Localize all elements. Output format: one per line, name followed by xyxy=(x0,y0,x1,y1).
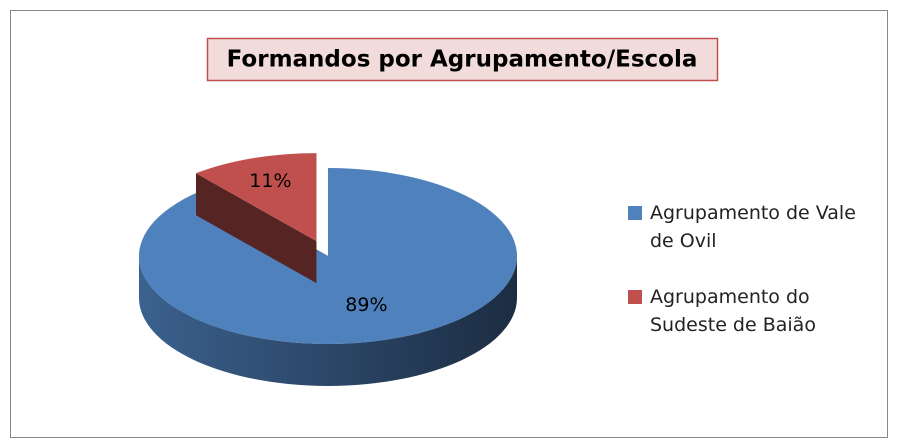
slice-top xyxy=(196,153,317,242)
legend-swatch xyxy=(628,206,642,220)
legend-label: Agrupamento do Sudeste de Baião xyxy=(650,286,816,336)
legend-item: Agrupamento de Vale de Ovil xyxy=(628,199,878,255)
legend-swatch xyxy=(628,290,642,304)
slice-top xyxy=(138,168,518,345)
slice: 11% xyxy=(196,153,317,284)
slice-side xyxy=(139,256,517,386)
value-label: 89% xyxy=(345,294,387,316)
title-box xyxy=(206,37,719,82)
legend-item: Agrupamento do Sudeste de Baião xyxy=(628,283,878,339)
legend-label: Agrupamento de Vale de Ovil xyxy=(650,202,856,252)
value-label: 11% xyxy=(249,170,291,192)
slice-wall xyxy=(196,173,317,284)
chart-title: Formandos por Agrupamento/Escola xyxy=(227,47,698,73)
slice: 89% xyxy=(138,168,518,386)
